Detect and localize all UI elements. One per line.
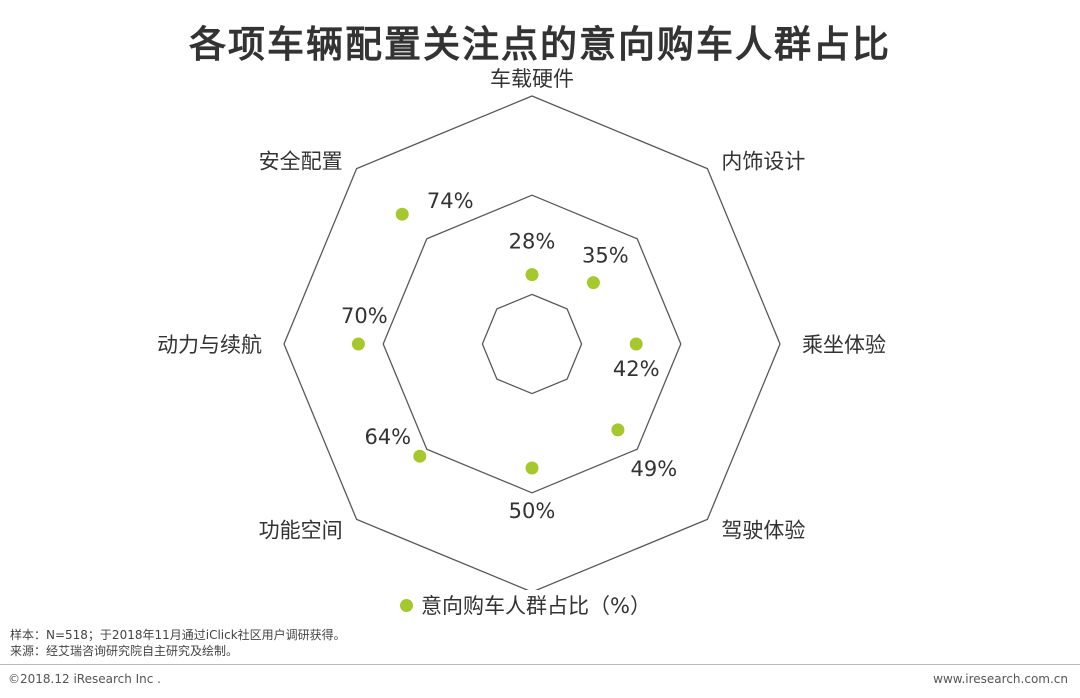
data-label: 50% bbox=[509, 499, 556, 523]
grid-ring-1 bbox=[382, 194, 682, 494]
category-label: 驾驶体验 bbox=[721, 518, 805, 542]
data-label: 64% bbox=[364, 425, 411, 449]
legend: 意向购车人群占比（%） bbox=[400, 590, 651, 620]
data-label: 42% bbox=[613, 357, 660, 381]
data-label: 28% bbox=[509, 230, 556, 254]
source-note: 来源：经艾瑞咨询研究院自主研究及绘制。 bbox=[10, 644, 239, 658]
data-label: 70% bbox=[341, 304, 388, 328]
grid-ring-2 bbox=[283, 95, 781, 590]
chart-title: 各项车辆配置关注点的意向购车人群占比 bbox=[189, 23, 891, 66]
copyright-text: ©2018.12 iResearch Inc . bbox=[8, 672, 161, 686]
category-label: 动力与续航 bbox=[157, 333, 262, 357]
data-point bbox=[586, 276, 600, 290]
data-point bbox=[395, 207, 409, 221]
data-point bbox=[413, 449, 427, 463]
radar-chart: 车载硬件内饰设计乘坐体验驾驶体验外形设计功能空间动力与续航安全配置28%35%4… bbox=[157, 67, 886, 590]
data-point bbox=[525, 268, 539, 282]
legend-marker bbox=[400, 598, 413, 612]
sample-note: 样本：N=518；于2018年11月通过iClick社区用户调研获得。 bbox=[10, 628, 346, 642]
data-point bbox=[351, 337, 365, 351]
category-label: 功能空间 bbox=[259, 518, 343, 542]
data-point bbox=[525, 461, 539, 475]
category-label: 内饰设计 bbox=[721, 150, 805, 174]
website-link[interactable]: www.iresearch.com.cn bbox=[933, 672, 1068, 686]
data-label: 74% bbox=[427, 189, 474, 213]
category-label: 安全配置 bbox=[259, 150, 343, 174]
grid-ring-0 bbox=[481, 293, 583, 395]
data-point bbox=[629, 337, 643, 351]
data-label: 35% bbox=[582, 244, 629, 268]
category-label: 乘坐体验 bbox=[802, 333, 886, 357]
category-label: 车载硬件 bbox=[490, 67, 574, 91]
data-label: 49% bbox=[631, 457, 678, 481]
legend-label: 意向购车人群占比（%） bbox=[421, 594, 651, 618]
data-point bbox=[611, 423, 625, 437]
footer-divider bbox=[0, 664, 1080, 665]
